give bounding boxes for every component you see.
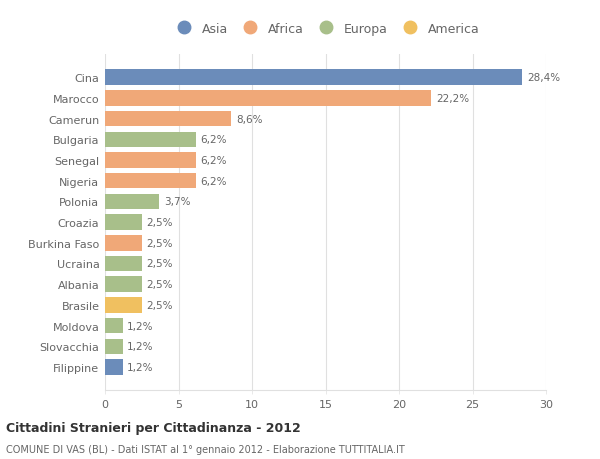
- Text: 8,6%: 8,6%: [236, 114, 262, 124]
- Text: 22,2%: 22,2%: [436, 94, 469, 104]
- Bar: [105, 174, 196, 189]
- Text: 6,2%: 6,2%: [200, 176, 227, 186]
- Legend: Asia, Africa, Europa, America: Asia, Africa, Europa, America: [167, 18, 484, 41]
- Text: 2,5%: 2,5%: [146, 300, 173, 310]
- Bar: [105, 194, 160, 210]
- Bar: [105, 153, 196, 168]
- Bar: [105, 256, 142, 272]
- Text: 2,5%: 2,5%: [146, 280, 173, 290]
- Bar: [105, 235, 142, 251]
- Text: COMUNE DI VAS (BL) - Dati ISTAT al 1° gennaio 2012 - Elaborazione TUTTITALIA.IT: COMUNE DI VAS (BL) - Dati ISTAT al 1° ge…: [6, 444, 405, 454]
- Bar: [105, 132, 196, 148]
- Text: Cittadini Stranieri per Cittadinanza - 2012: Cittadini Stranieri per Cittadinanza - 2…: [6, 421, 301, 434]
- Text: 6,2%: 6,2%: [200, 156, 227, 166]
- Text: 28,4%: 28,4%: [527, 73, 560, 83]
- Text: 1,2%: 1,2%: [127, 321, 154, 331]
- Text: 2,5%: 2,5%: [146, 218, 173, 228]
- Bar: [105, 91, 431, 106]
- Text: 2,5%: 2,5%: [146, 238, 173, 248]
- Text: 1,2%: 1,2%: [127, 341, 154, 352]
- Bar: [105, 339, 122, 354]
- Bar: [105, 215, 142, 230]
- Bar: [105, 297, 142, 313]
- Bar: [105, 70, 523, 86]
- Bar: [105, 112, 232, 127]
- Bar: [105, 359, 122, 375]
- Text: 3,7%: 3,7%: [164, 197, 190, 207]
- Text: 2,5%: 2,5%: [146, 259, 173, 269]
- Text: 6,2%: 6,2%: [200, 135, 227, 145]
- Text: 1,2%: 1,2%: [127, 362, 154, 372]
- Bar: [105, 277, 142, 292]
- Bar: [105, 318, 122, 334]
